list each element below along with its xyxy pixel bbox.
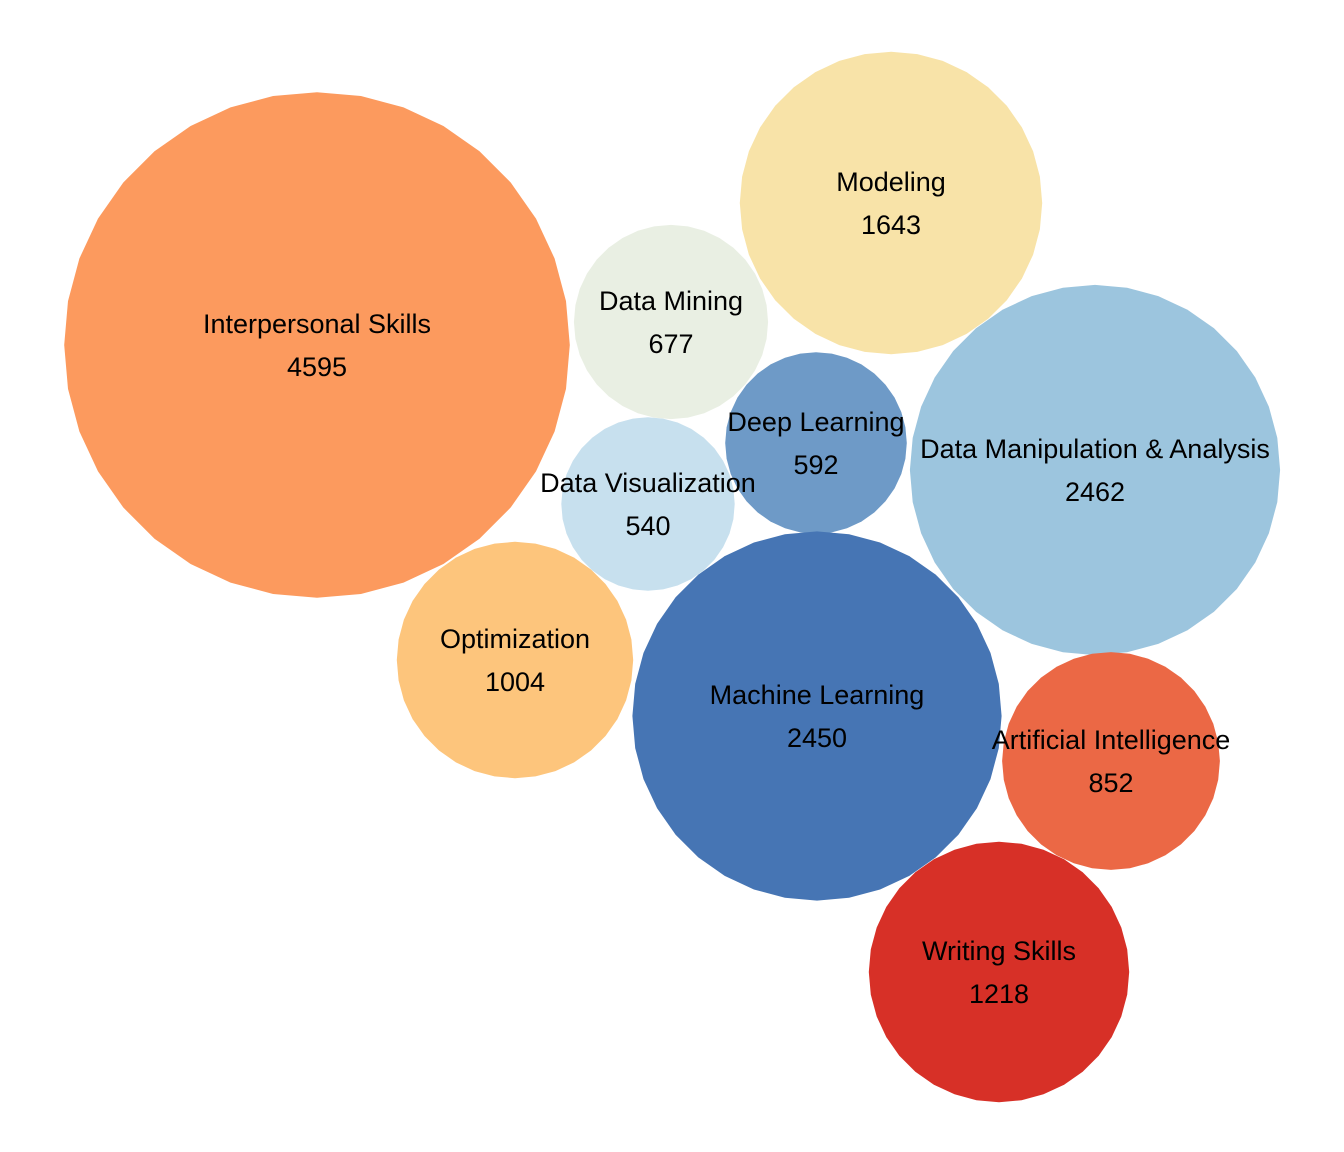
bubble-label-data-visualization: Data Visualization: [540, 468, 756, 498]
bubble-value-artificial-intelligence: 852: [1088, 768, 1133, 798]
bubble-data-mining: [573, 224, 769, 420]
bubble-value-data-visualization: 540: [625, 511, 670, 541]
bubble-modeling: [739, 51, 1043, 355]
bubble-interpersonal-skills: [64, 92, 570, 598]
bubble-label-interpersonal-skills: Interpersonal Skills: [203, 309, 431, 339]
bubble-writing-skills: [868, 841, 1130, 1103]
bubble-value-deep-learning: 592: [793, 450, 838, 480]
bubbles-layer: [64, 51, 1281, 1103]
bubble-label-data-mining: Data Mining: [599, 286, 743, 316]
bubble-value-optimization: 1004: [485, 667, 545, 697]
bubble-value-writing-skills: 1218: [969, 979, 1029, 1009]
bubble-value-data-manipulation-analysis: 2462: [1065, 477, 1125, 507]
bubble-label-optimization: Optimization: [440, 624, 590, 654]
bubble-label-artificial-intelligence: Artificial Intelligence: [992, 725, 1231, 755]
bubble-data-manipulation-analysis: [909, 284, 1281, 656]
bubble-label-modeling: Modeling: [836, 167, 946, 197]
bubble-label-machine-learning: Machine Learning: [710, 680, 925, 710]
bubble-machine-learning: [632, 531, 1002, 901]
bubble-label-data-manipulation-analysis: Data Manipulation & Analysis: [920, 434, 1270, 464]
bubble-value-interpersonal-skills: 4595: [287, 352, 347, 382]
labels-layer: Interpersonal Skills 4595 Modeling 1643 Data…: [203, 167, 1270, 1009]
bubble-data-visualization: [561, 417, 735, 591]
bubble-value-machine-learning: 2450: [787, 723, 847, 753]
bubble-value-modeling: 1643: [861, 210, 921, 240]
bubble-optimization: [396, 541, 634, 779]
bubble-label-deep-learning: Deep Learning: [727, 407, 904, 437]
bubble-deep-learning: [725, 352, 907, 534]
bubble-artificial-intelligence: [1002, 652, 1220, 870]
bubble-label-writing-skills: Writing Skills: [922, 936, 1076, 966]
bubble-value-data-mining: 677: [648, 329, 693, 359]
